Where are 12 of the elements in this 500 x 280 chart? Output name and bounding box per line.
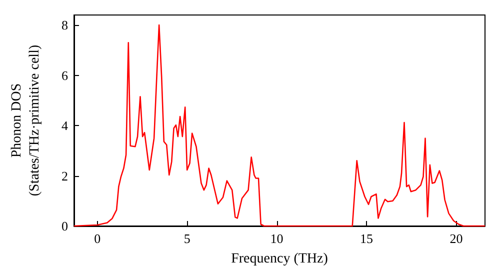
- y-tick-label: 6: [62, 68, 68, 83]
- y-tick-label: 0: [62, 218, 68, 234]
- x-tick-label: 0: [94, 231, 101, 246]
- y-tick-label: 8: [62, 18, 68, 33]
- x-tick-label: 10: [270, 231, 284, 246]
- x-axis-title: Frequency (THz): [231, 252, 328, 266]
- x-tick-label: 15: [360, 231, 374, 246]
- y-axis-title: Phonon DOS (States/THz·primitive cell): [10, 44, 42, 196]
- y-tick-label: 4: [62, 118, 68, 134]
- x-tick-label: 20: [450, 231, 463, 246]
- y-tick-label: 2: [62, 168, 68, 184]
- x-tick-label: 5: [184, 231, 190, 246]
